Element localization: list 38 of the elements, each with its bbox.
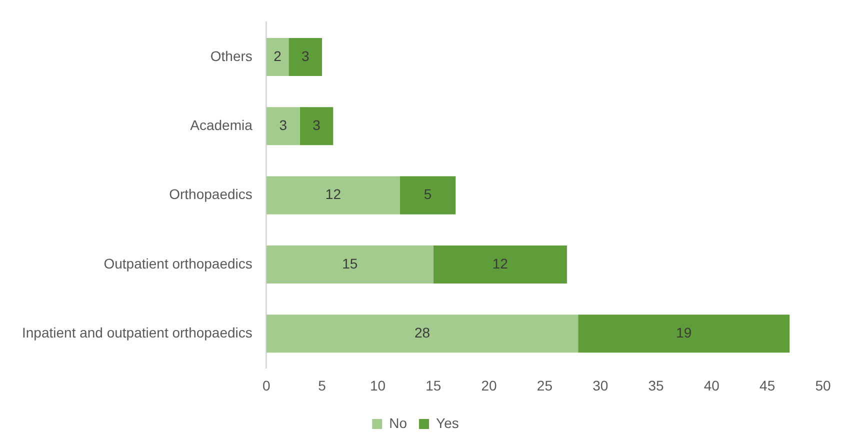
- y-tick-label: Academia: [190, 117, 253, 133]
- x-tick-label: 10: [370, 377, 386, 394]
- data-label: 15: [342, 255, 358, 272]
- x-tick-label: 35: [648, 377, 664, 394]
- y-tick-label: Inpatient and outpatient orthopaedics: [22, 324, 252, 340]
- x-tick-label: 20: [481, 377, 498, 394]
- bar: [433, 245, 567, 284]
- data-label: 3: [301, 48, 310, 64]
- data-label: 5: [424, 186, 432, 202]
- bar: [266, 314, 578, 353]
- x-tick-label: 45: [760, 377, 776, 394]
- bar: [400, 176, 456, 214]
- data-label: 28: [414, 324, 430, 340]
- legend-label: No: [389, 414, 408, 431]
- data-label: 2: [274, 48, 282, 64]
- y-tick-label: Orthopaedics: [169, 186, 252, 202]
- x-tick-label: 0: [262, 377, 270, 394]
- legend-label: Yes: [436, 414, 459, 431]
- data-label: 12: [325, 186, 342, 202]
- x-tick-label: 40: [704, 377, 720, 394]
- x-tick-label: 5: [318, 377, 326, 394]
- x-tick-label: 15: [426, 377, 442, 394]
- bar: [578, 314, 790, 353]
- bar: [266, 176, 400, 214]
- data-label: 3: [312, 117, 321, 133]
- bar: [288, 38, 322, 76]
- bar: [266, 245, 434, 284]
- x-tick-label: 25: [536, 377, 553, 394]
- data-label: 12: [492, 255, 508, 272]
- y-tick-label: Others: [210, 48, 252, 64]
- bar: [300, 107, 334, 146]
- x-tick-label: 30: [592, 377, 608, 394]
- x-tick-label: 50: [815, 377, 831, 394]
- y-tick-label: Outpatient orthopaedics: [104, 255, 252, 272]
- bar: [266, 107, 300, 146]
- data-label: 19: [676, 324, 692, 340]
- data-label: 3: [279, 117, 288, 133]
- bar: [266, 38, 289, 76]
